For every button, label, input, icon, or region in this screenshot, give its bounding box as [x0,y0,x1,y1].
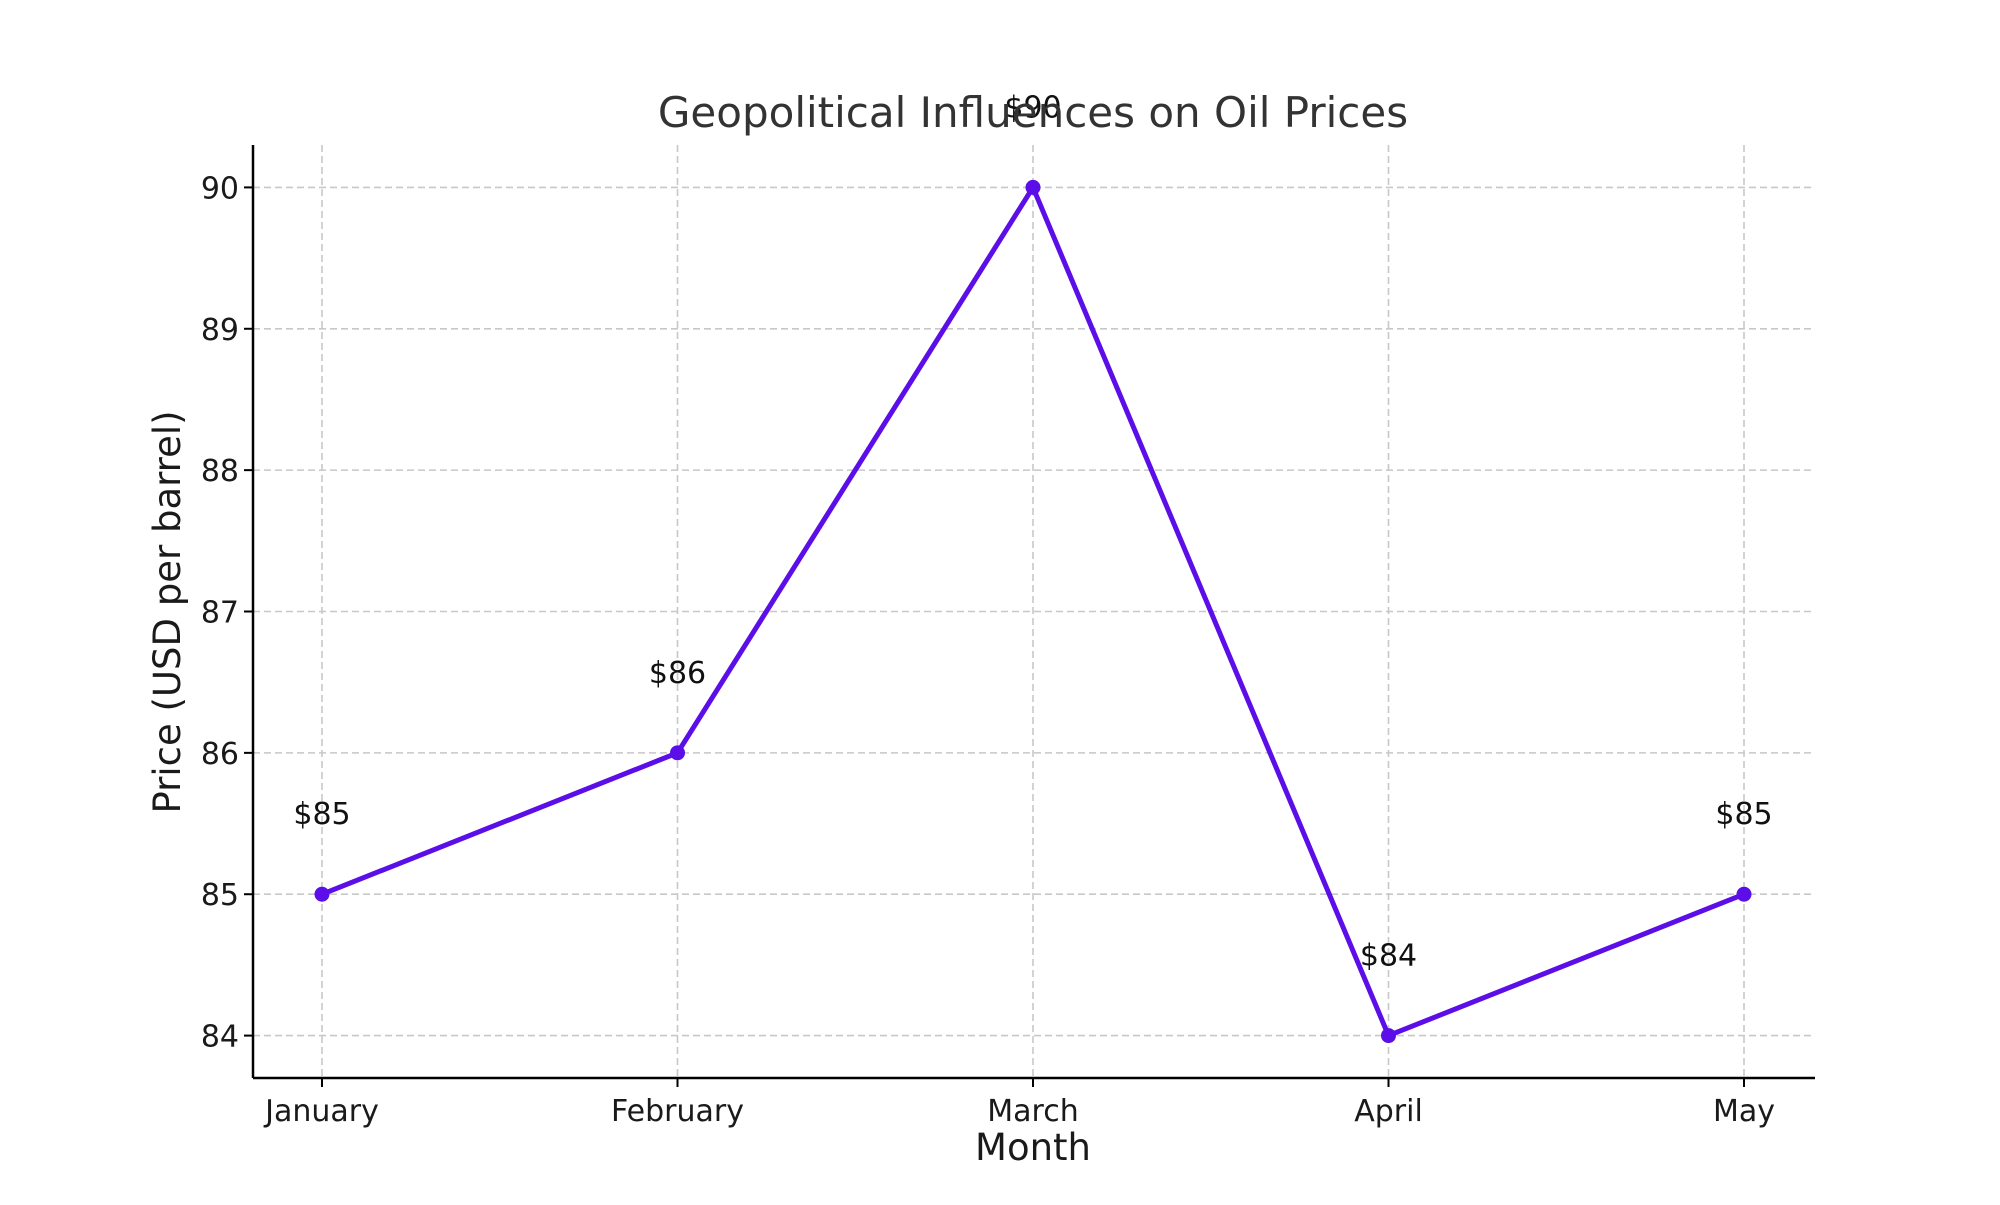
x-tick-label: April [1354,1094,1423,1129]
y-tick-label: 90 [201,171,239,206]
y-tick-label: 89 [201,313,239,348]
y-tick-label: 84 [201,1020,239,1055]
x-tick-label: January [263,1094,379,1129]
ticks: 84 85 86 87 88 89 90 January February March April M… [201,171,1775,1129]
series [314,179,1752,1044]
data-labels: $85 $86 $90 $84 $85 [293,90,1772,973]
data-point [1025,179,1041,195]
x-axis-label: Month [975,1126,1091,1169]
chart-title: Geopolitical Influences on Oil Prices [658,88,1408,137]
data-label: $86 [649,656,706,691]
data-label: $85 [1715,797,1772,832]
grid [253,145,1815,1078]
x-tick-label: March [987,1094,1078,1129]
data-point [1381,1028,1396,1044]
y-tick-label: 86 [201,737,239,772]
data-label: $84 [1360,939,1417,974]
data-point [1736,886,1752,902]
data-label: $85 [293,797,350,832]
y-tick-label: 85 [201,878,239,913]
data-label: $90 [1004,90,1061,125]
x-tick-label: February [611,1094,744,1129]
y-axis-label: Price (USD per barrel) [146,410,189,813]
x-tick-label: May [1713,1094,1775,1129]
data-point [314,886,330,902]
y-tick-label: 87 [201,596,239,631]
data-point [670,745,685,761]
y-tick-label: 88 [201,454,239,489]
